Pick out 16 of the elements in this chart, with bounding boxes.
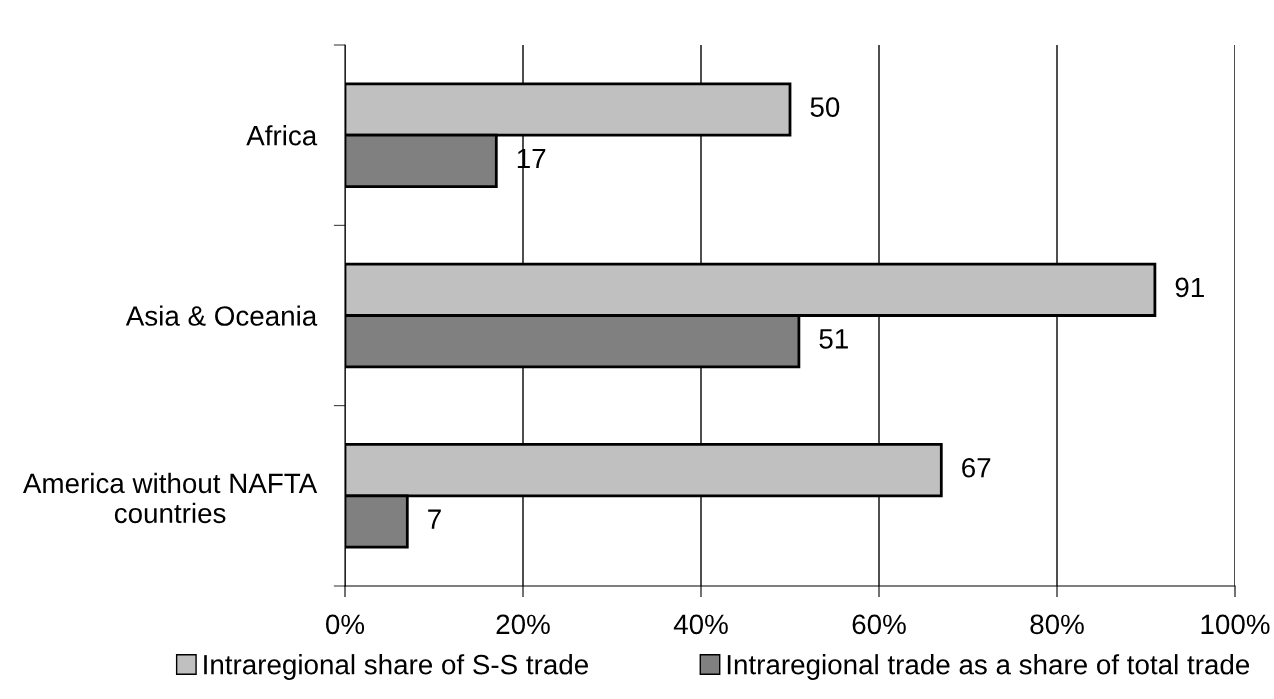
x-tick-label: 100%	[1201, 614, 1270, 635]
x-tick-label: 40%	[673, 614, 728, 635]
legend-label: Intraregional share of S-S trade	[204, 654, 588, 680]
y-tick-label: Asia & Oceania	[125, 305, 318, 326]
y-tick-label: America without NAFTA countries	[22, 472, 318, 524]
x-tick-label: 60%	[852, 614, 906, 635]
y-tick-label: Africa	[246, 125, 318, 146]
x-tick-label: 20%	[496, 614, 550, 635]
legend-label: Intraregional trade as a share of total trade	[727, 654, 1250, 680]
data-label: 50	[810, 97, 840, 117]
data-label: 67	[962, 457, 991, 478]
data-label: 91	[1175, 277, 1204, 298]
x-tick-label: 80%	[1030, 614, 1084, 635]
data-label: 7	[428, 509, 441, 529]
x-tick-label: 0%	[326, 614, 365, 635]
data-label: 51	[819, 329, 848, 349]
